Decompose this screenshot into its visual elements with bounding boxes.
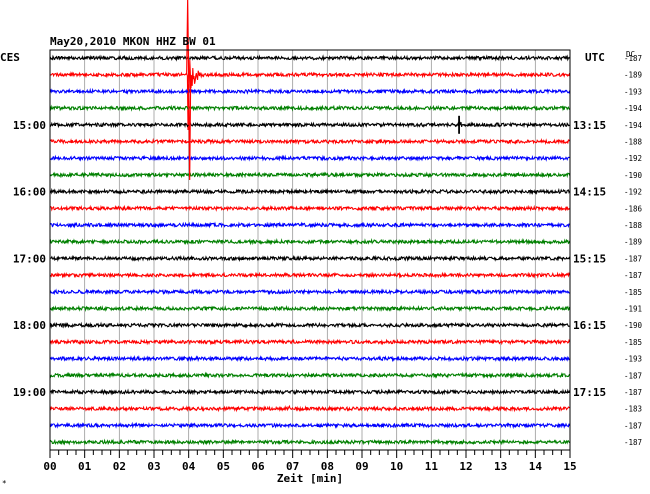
x-tick-label: 08: [321, 460, 334, 473]
seismic-trace: [49, 421, 571, 430]
right-timezone: UTC: [585, 51, 605, 64]
x-tick-label: 01: [78, 460, 92, 473]
seismic-trace: [49, 404, 570, 413]
x-tick-label: 05: [217, 460, 230, 473]
x-tick-label: 14: [529, 460, 543, 473]
dc-offset-label: -185: [624, 338, 642, 347]
x-tick-label: 10: [390, 460, 403, 473]
dc-offset-label: -190: [624, 171, 643, 180]
seismic-trace: [49, 354, 571, 363]
left-hour-labels: 15:00 16:00 17:00 18:00 19:00: [13, 119, 46, 399]
x-tick-label: 13: [494, 460, 507, 473]
x-tick-label: 15: [563, 460, 576, 473]
dc-offset-labels: -187 -189 -193 -194 -194 -188 -192 -190 -192 -186…: [624, 54, 643, 447]
x-axis-label: Zeit [min]: [277, 472, 343, 485]
earthquake-spike: [186, 0, 192, 181]
right-hour-labels: 13:15 14:15 15:15 16:15 17:15: [573, 119, 606, 399]
seismic-trace: [49, 338, 571, 346]
dc-offset-label: -187: [624, 388, 642, 397]
seismic-trace: [49, 237, 571, 246]
dc-offset-label: -187: [624, 54, 642, 63]
dc-label: DC: [626, 50, 635, 59]
dc-offset-label: -186: [624, 204, 643, 213]
dc-offset-label: -192: [624, 154, 642, 163]
seismic-trace: [49, 288, 570, 296]
left-hour-label: 18:00: [13, 319, 46, 332]
dc-offset-label: -194: [624, 104, 643, 113]
left-hour-label: 16:00: [13, 186, 46, 199]
dc-offset-label: -189: [624, 71, 642, 80]
dc-offset-label: -193: [624, 355, 642, 364]
left-hour-label: 19:00: [13, 386, 46, 399]
seismic-trace: [49, 304, 571, 313]
dc-offset-label: -187: [624, 421, 642, 430]
x-tick-label: 00: [43, 460, 56, 473]
seismic-trace: [49, 137, 571, 146]
dc-offset-label: -185: [624, 288, 642, 297]
seismic-trace: [49, 204, 571, 212]
x-tick-label: 09: [355, 460, 368, 473]
right-hour-label: 16:15: [573, 319, 606, 332]
dc-offset-label: -187: [624, 271, 642, 280]
left-hour-label: 15:00: [13, 119, 46, 132]
left-hour-label: 17:00: [13, 252, 46, 265]
x-tick-label: 12: [459, 460, 472, 473]
dc-offset-label: -193: [624, 87, 642, 96]
right-hour-label: 17:15: [573, 386, 606, 399]
x-tick-label: 03: [147, 460, 160, 473]
seismic-trace: [49, 254, 571, 263]
right-hour-label: 15:15: [573, 252, 606, 265]
dc-offset-label: -183: [624, 405, 642, 414]
seismic-trace: [49, 54, 571, 62]
chart-title: May20,2010 MKON HHZ BW 01: [50, 35, 216, 48]
seismic-trace: [50, 154, 570, 162]
seismic-trace: [49, 87, 571, 96]
dc-offset-label: -189: [624, 238, 642, 247]
seismic-trace: [49, 104, 571, 112]
seismic-trace: [49, 187, 571, 196]
dc-offset-label: -191: [624, 305, 642, 314]
x-tick-label: 02: [113, 460, 126, 473]
seismic-trace: [49, 59, 571, 131]
x-axis: 00 01 02 03 04 05 06 07 08 09 10 11 12 13 14 15: [43, 450, 577, 473]
seismic-trace: [49, 118, 570, 129]
grid: [84, 50, 536, 450]
x-tick-label: 07: [286, 460, 299, 473]
x-tick-label: 04: [182, 460, 196, 473]
right-hour-label: 14:15: [573, 186, 606, 199]
seismic-trace: [49, 271, 571, 279]
dc-offset-label: -194: [624, 121, 643, 130]
dc-offset-label: -190: [624, 321, 643, 330]
dc-offset-label: -187: [624, 254, 642, 263]
left-timezone: CES: [0, 51, 20, 64]
seismic-trace: [49, 438, 570, 446]
x-tick-label: 11: [425, 460, 439, 473]
x-tick-label: 06: [251, 460, 265, 473]
dc-offset-label: -188: [624, 221, 643, 230]
dc-offset-label: -192: [624, 188, 642, 197]
traces: [49, 0, 571, 446]
dc-offset-label: -187: [624, 438, 642, 447]
seismic-trace: [49, 221, 570, 229]
seismic-trace: [49, 371, 571, 379]
footer-mark: *: [2, 479, 7, 488]
seismic-trace: [49, 388, 571, 396]
right-hour-label: 13:15: [573, 119, 606, 132]
dc-offset-label: -187: [624, 371, 642, 380]
seismic-trace: [49, 171, 571, 179]
seismic-trace: [49, 321, 570, 329]
dc-offset-label: -188: [624, 138, 643, 147]
